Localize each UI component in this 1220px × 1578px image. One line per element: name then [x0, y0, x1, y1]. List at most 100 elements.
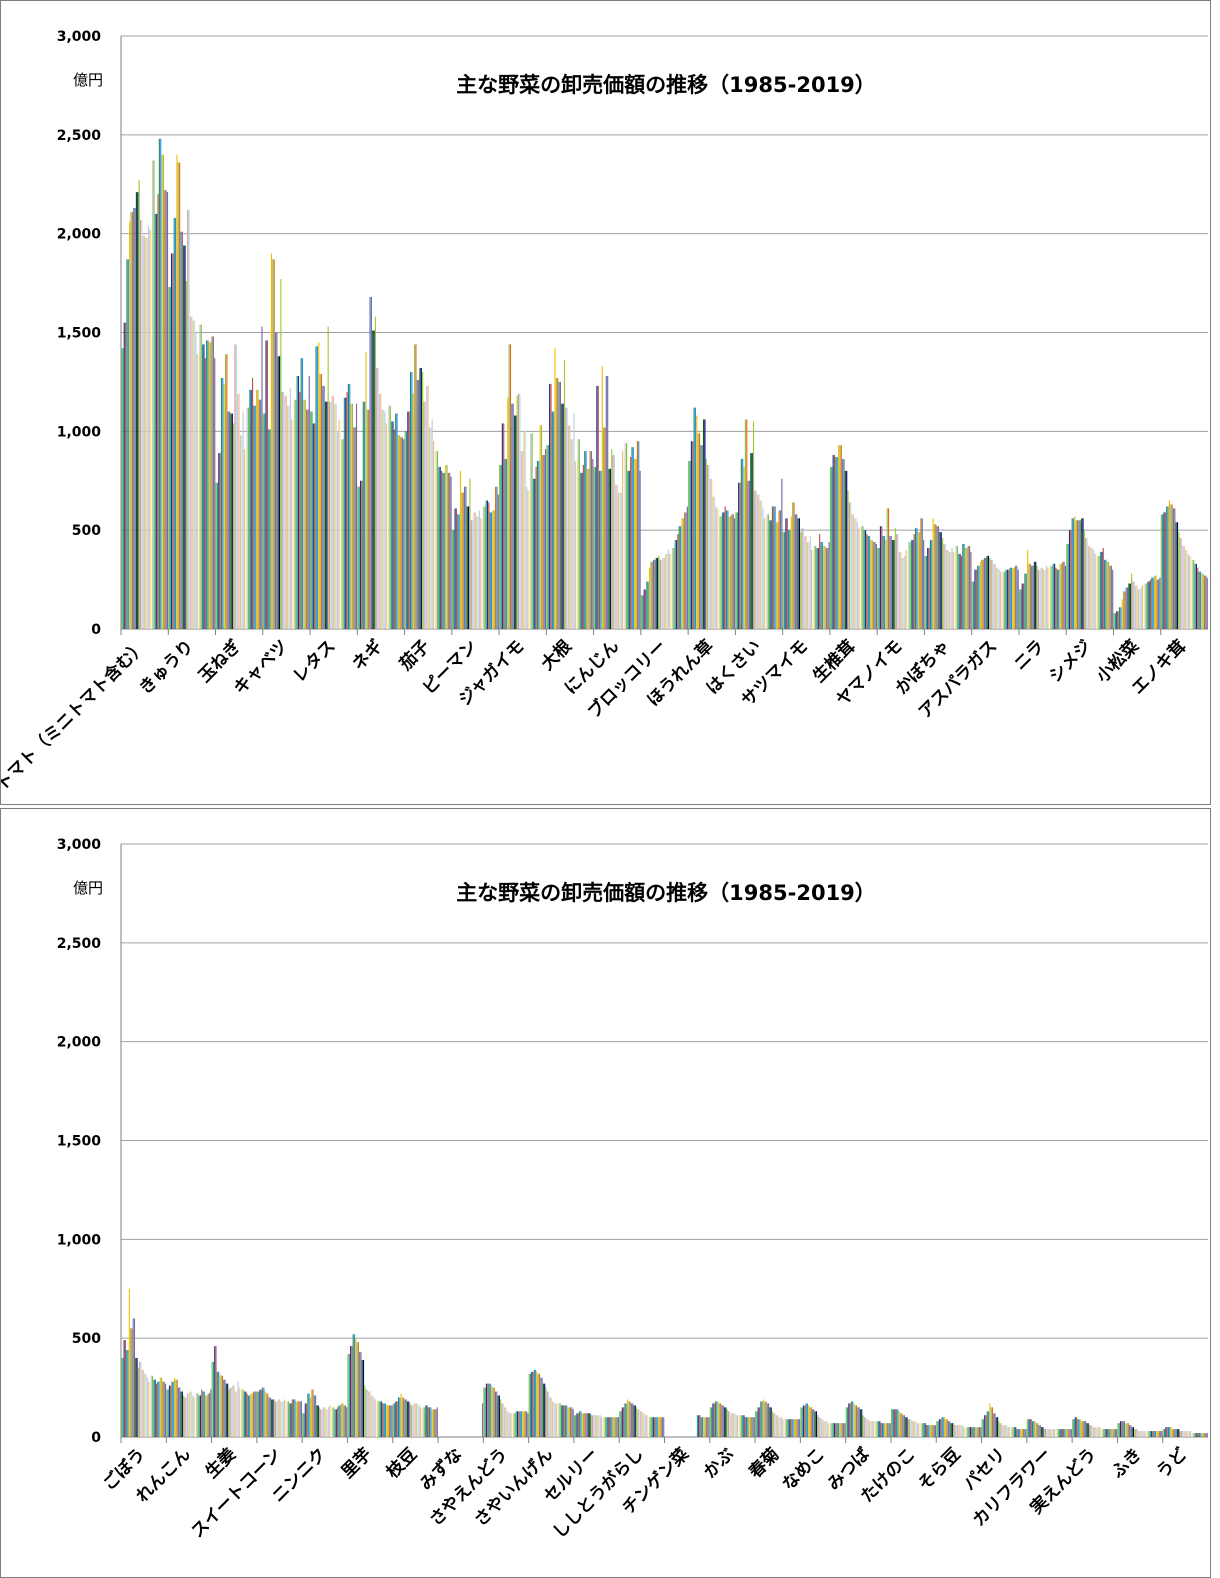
bar: [914, 528, 917, 629]
bar: [1016, 565, 1018, 629]
bar: [379, 1401, 381, 1437]
bar: [504, 1407, 506, 1437]
bar: [1192, 1433, 1194, 1437]
bar: [853, 1403, 855, 1437]
bar: [934, 1425, 937, 1437]
bar: [188, 209, 190, 629]
bar: [882, 536, 884, 629]
bar: [1176, 1429, 1179, 1437]
bar: [621, 1407, 623, 1437]
bar: [812, 1409, 814, 1437]
bar: [377, 1401, 379, 1437]
bar: [401, 437, 404, 629]
bar: [947, 1421, 949, 1437]
bar: [149, 229, 151, 629]
bar: [172, 253, 174, 629]
bar: [836, 457, 838, 629]
bar: [195, 332, 197, 629]
bar: [488, 502, 490, 629]
bar: [739, 1415, 741, 1437]
bar: [580, 472, 582, 629]
bar: [778, 1417, 780, 1437]
bar: [532, 478, 534, 629]
bar: [538, 1373, 541, 1437]
bar: [962, 544, 964, 629]
bar: [990, 559, 992, 629]
bar: [705, 459, 707, 629]
bar: [936, 526, 938, 629]
bar: [393, 429, 395, 629]
bar: [697, 433, 699, 629]
bar: [580, 1411, 582, 1437]
bar: [1113, 1429, 1115, 1437]
bar: [1179, 1431, 1181, 1437]
bar: [719, 516, 721, 629]
bar: [354, 427, 356, 629]
y-tick-label: 3,000: [57, 29, 102, 45]
bar: [251, 1393, 253, 1437]
bar: [242, 411, 244, 629]
bar: [825, 547, 828, 629]
bar: [829, 466, 832, 629]
bar: [267, 1393, 269, 1437]
bar: [1164, 512, 1166, 629]
bar: [707, 464, 709, 629]
bar: [522, 1411, 524, 1437]
bar: [273, 1399, 275, 1437]
bar: [517, 393, 520, 629]
bar: [384, 411, 386, 629]
bar: [985, 557, 987, 629]
bar: [318, 1407, 321, 1437]
bar: [573, 413, 575, 629]
bar: [180, 1391, 182, 1437]
bar: [240, 1387, 242, 1437]
bar: [364, 401, 366, 629]
bar: [1147, 1431, 1149, 1437]
bar: [148, 1381, 150, 1437]
bar: [997, 1417, 999, 1437]
bar: [515, 1411, 517, 1437]
bar: [854, 518, 856, 629]
bar: [297, 375, 300, 629]
bar: [550, 1397, 552, 1437]
bar: [211, 336, 213, 629]
bar: [986, 555, 988, 629]
bar: [446, 464, 448, 629]
bar: [1164, 1429, 1166, 1437]
bar: [308, 1393, 310, 1437]
bar: [539, 425, 541, 629]
bar: [382, 1403, 384, 1437]
bar: [316, 1405, 318, 1437]
bar: [358, 486, 360, 629]
bar: [594, 1415, 596, 1437]
bar: [193, 1397, 195, 1437]
bar: [395, 413, 397, 629]
bar: [1002, 571, 1004, 629]
bar: [537, 1373, 539, 1437]
bar: [1063, 561, 1065, 629]
bar: [227, 1383, 229, 1437]
bar: [378, 393, 381, 629]
bar: [576, 460, 578, 629]
bar: [333, 395, 335, 629]
y-tick-label: 2,000: [57, 1035, 102, 1051]
bar: [795, 1419, 797, 1437]
chart-title: 主な野菜の卸売価額の推移（1985-2019）: [456, 73, 876, 97]
bar: [322, 1407, 324, 1437]
bar: [386, 1405, 388, 1437]
bar: [669, 553, 671, 629]
bar: [962, 1425, 964, 1437]
bar: [536, 460, 539, 629]
bar: [202, 1391, 204, 1437]
bar: [1101, 1429, 1103, 1437]
bar: [598, 1415, 600, 1437]
bar: [554, 1403, 556, 1437]
bar: [852, 514, 855, 629]
bar: [565, 407, 567, 629]
bar: [426, 385, 428, 629]
bar: [624, 1403, 626, 1437]
bar: [148, 225, 150, 629]
bar: [924, 1423, 926, 1437]
bar: [630, 1403, 632, 1437]
bar: [925, 555, 927, 629]
